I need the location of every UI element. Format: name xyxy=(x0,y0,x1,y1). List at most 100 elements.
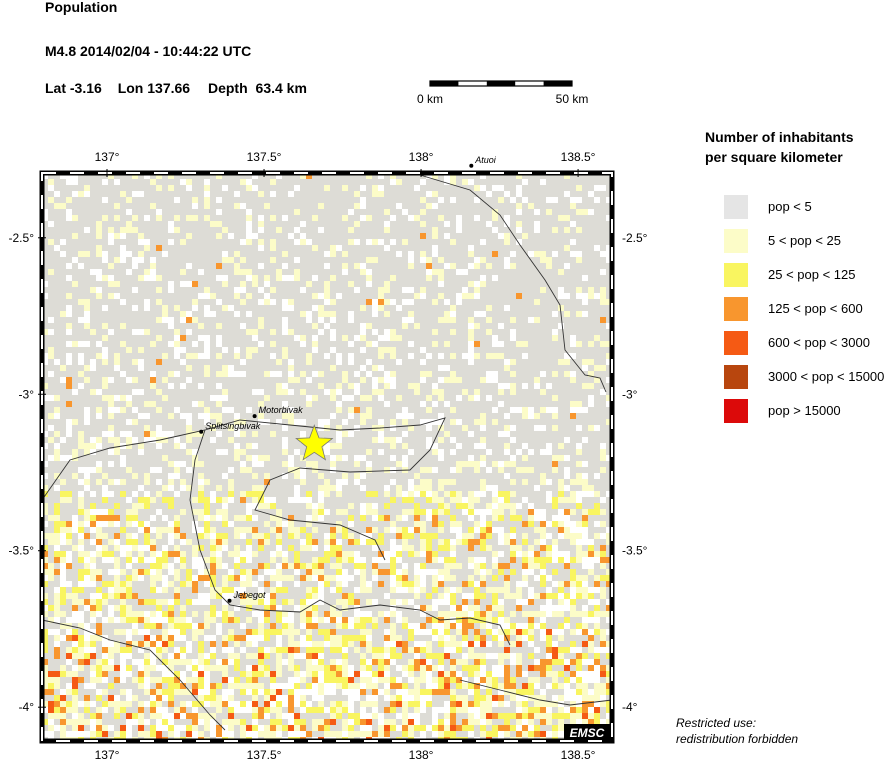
raster-cell xyxy=(150,371,156,377)
raster-cell xyxy=(594,245,600,251)
raster-cell xyxy=(354,683,360,689)
raster-cell xyxy=(60,665,66,671)
raster-cell xyxy=(84,377,90,383)
raster-cell xyxy=(534,665,540,671)
raster-cell xyxy=(48,185,54,191)
raster-cell xyxy=(234,659,240,665)
raster-cell xyxy=(96,245,102,251)
raster-cell xyxy=(216,233,222,239)
raster-cell xyxy=(48,683,54,689)
raster-cell xyxy=(408,581,414,587)
raster-cell xyxy=(390,443,396,449)
raster-cell xyxy=(504,725,510,731)
raster-cell xyxy=(114,503,120,509)
raster-cell xyxy=(120,341,126,347)
raster-cell xyxy=(468,509,474,515)
raster-cell xyxy=(480,539,486,545)
raster-cell xyxy=(438,719,444,725)
raster-cell xyxy=(60,239,66,245)
raster-cell xyxy=(138,647,144,653)
raster-cell xyxy=(348,665,354,671)
raster-cell xyxy=(516,599,522,605)
raster-cell xyxy=(468,731,474,737)
raster-cell xyxy=(312,599,318,605)
raster-cell xyxy=(126,395,132,401)
raster-cell xyxy=(204,557,210,563)
raster-cell xyxy=(180,617,186,623)
raster-cell xyxy=(168,701,174,707)
raster-cell xyxy=(558,701,564,707)
raster-cell xyxy=(96,413,102,419)
raster-cell xyxy=(264,665,270,671)
raster-cell xyxy=(246,227,252,233)
raster-cell xyxy=(264,581,270,587)
raster-cell xyxy=(48,347,54,353)
raster-cell xyxy=(60,527,66,533)
raster-cell xyxy=(264,605,270,611)
raster-cell xyxy=(474,215,480,221)
raster-cell xyxy=(252,707,258,713)
raster-cell xyxy=(576,551,582,557)
raster-cell xyxy=(402,527,408,533)
raster-cell xyxy=(504,653,510,659)
raster-cell xyxy=(240,497,246,503)
raster-cell xyxy=(102,197,108,203)
raster-cell xyxy=(282,617,288,623)
raster-cell xyxy=(336,665,342,671)
raster-cell xyxy=(144,539,150,545)
raster-cell xyxy=(552,647,558,653)
raster-cell xyxy=(78,611,84,617)
raster-cell xyxy=(438,677,444,683)
raster-cell xyxy=(360,617,366,623)
raster-cell xyxy=(42,395,48,401)
raster-cell xyxy=(132,557,138,563)
raster-cell xyxy=(144,599,150,605)
raster-cell xyxy=(516,665,522,671)
raster-cell xyxy=(564,521,570,527)
raster-cell xyxy=(534,557,540,563)
raster-cell xyxy=(168,683,174,689)
raster-cell xyxy=(270,431,276,437)
raster-cell xyxy=(126,689,132,695)
raster-cell xyxy=(252,581,258,587)
raster-cell xyxy=(300,479,306,485)
raster-cell xyxy=(540,515,546,521)
raster-cell xyxy=(468,461,474,467)
raster-cell xyxy=(354,371,360,377)
raster-cell xyxy=(144,629,150,635)
raster-cell xyxy=(96,569,102,575)
raster-cell xyxy=(372,713,378,719)
raster-cell xyxy=(126,443,132,449)
raster-cell xyxy=(390,569,396,575)
raster-cell xyxy=(114,179,120,185)
raster-cell xyxy=(498,341,504,347)
raster-cell xyxy=(216,515,222,521)
raster-cell xyxy=(564,557,570,563)
raster-cell xyxy=(516,209,522,215)
raster-cell xyxy=(288,233,294,239)
raster-cell xyxy=(126,533,132,539)
raster-cell xyxy=(294,563,300,569)
raster-cell xyxy=(264,713,270,719)
raster-cell xyxy=(54,569,60,575)
raster-cell xyxy=(144,557,150,563)
raster-cell xyxy=(342,479,348,485)
raster-cell xyxy=(450,719,456,725)
raster-cell xyxy=(198,293,204,299)
raster-cell xyxy=(438,593,444,599)
raster-cell xyxy=(114,257,120,263)
raster-cell xyxy=(378,515,384,521)
raster-cell xyxy=(474,293,480,299)
boundary-line xyxy=(189,429,511,646)
raster-cell xyxy=(414,707,420,713)
raster-cell xyxy=(102,665,108,671)
raster-cell xyxy=(162,719,168,725)
raster-cell xyxy=(324,509,330,515)
raster-cell xyxy=(468,701,474,707)
raster-cell xyxy=(222,641,228,647)
raster-cell xyxy=(234,551,240,557)
raster-cell xyxy=(288,641,294,647)
raster-cell xyxy=(210,545,216,551)
raster-cell xyxy=(66,353,72,359)
raster-cell xyxy=(180,707,186,713)
